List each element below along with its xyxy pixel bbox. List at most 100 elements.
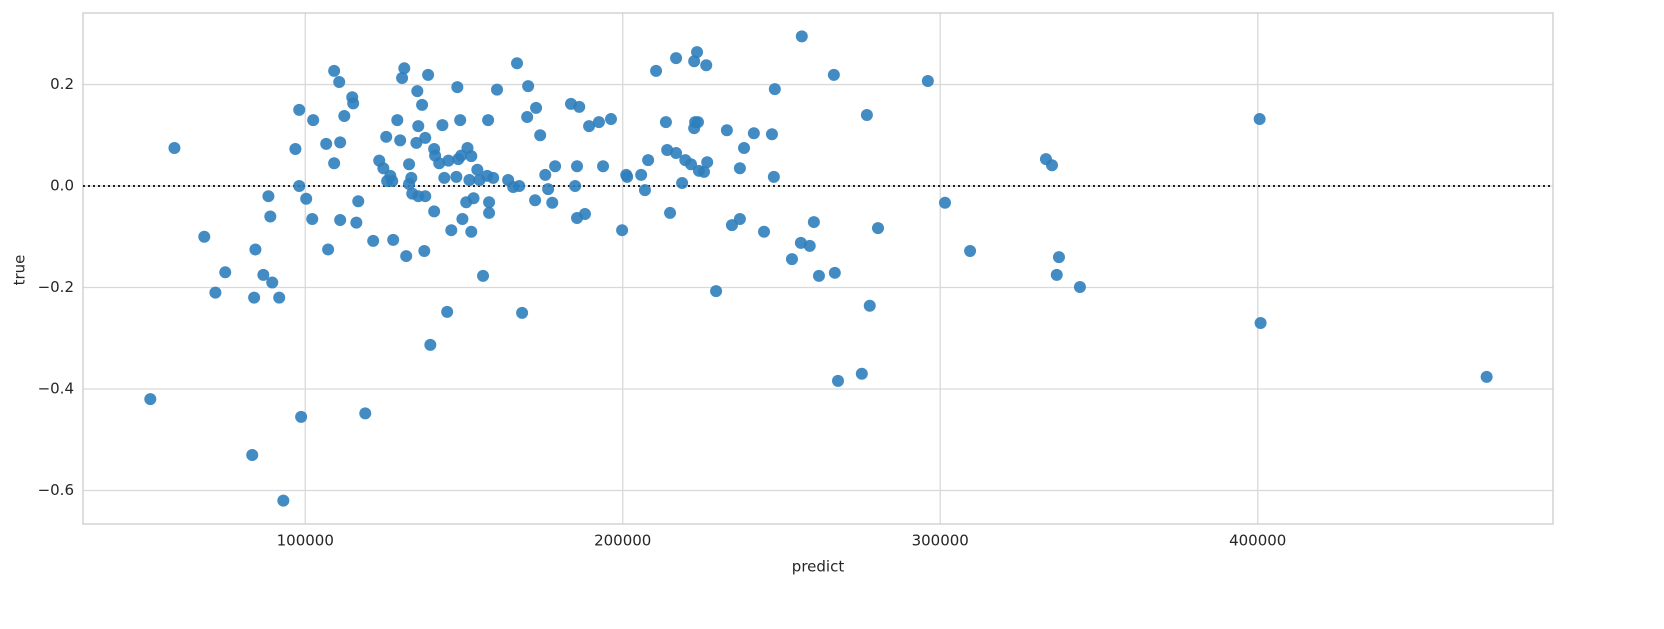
point	[144, 393, 157, 406]
point	[450, 170, 463, 183]
point	[513, 180, 526, 193]
point	[747, 127, 760, 140]
point	[463, 173, 476, 186]
point	[320, 137, 333, 150]
point	[938, 196, 951, 209]
point	[394, 134, 407, 147]
point	[306, 213, 319, 226]
point	[635, 168, 648, 181]
point	[403, 158, 416, 171]
point	[785, 253, 798, 266]
point	[483, 206, 496, 219]
point	[400, 250, 413, 263]
point	[573, 100, 586, 113]
point	[733, 162, 746, 175]
point	[807, 216, 820, 229]
point	[168, 141, 181, 154]
point	[676, 176, 689, 189]
y-tick-label: −0.4	[38, 380, 74, 398]
point	[720, 124, 733, 137]
point	[465, 225, 478, 238]
point	[248, 291, 261, 304]
point	[812, 269, 825, 282]
x-axis-label: predict	[792, 558, 845, 576]
point	[638, 184, 651, 197]
point	[487, 171, 500, 184]
point	[828, 266, 841, 279]
y-tick-label: −0.2	[38, 278, 74, 296]
point	[442, 154, 455, 167]
point	[768, 83, 781, 96]
point	[289, 142, 302, 155]
point	[471, 163, 484, 176]
point	[650, 64, 663, 77]
point	[659, 116, 672, 129]
point	[483, 196, 496, 209]
point	[454, 114, 467, 127]
point	[529, 194, 542, 207]
point	[872, 222, 885, 235]
point	[412, 120, 425, 133]
point	[1254, 317, 1267, 330]
point	[1045, 159, 1058, 172]
point	[592, 116, 605, 129]
point	[1480, 370, 1493, 383]
x-tick-label: 400000	[1229, 532, 1286, 550]
point	[433, 157, 446, 170]
point	[863, 299, 876, 312]
point	[539, 168, 552, 181]
x-tick-label: 200000	[594, 532, 651, 550]
point	[456, 213, 469, 226]
point	[546, 196, 559, 209]
y-tick-label: −0.6	[38, 481, 74, 499]
point	[795, 30, 808, 43]
point	[855, 367, 868, 380]
point	[334, 214, 347, 227]
point	[604, 113, 617, 126]
point	[738, 141, 751, 154]
point	[578, 207, 591, 220]
point	[765, 128, 778, 141]
point	[334, 136, 347, 149]
point	[380, 130, 393, 143]
point	[691, 46, 704, 59]
point	[767, 170, 780, 183]
point	[664, 206, 677, 219]
x-tick-label: 100000	[277, 532, 334, 550]
point	[832, 374, 845, 387]
point	[293, 180, 306, 193]
point	[419, 131, 432, 144]
point	[467, 192, 480, 205]
point	[322, 243, 335, 256]
point	[733, 213, 746, 226]
point	[521, 111, 534, 124]
point	[534, 129, 547, 142]
point	[441, 305, 454, 318]
point	[438, 171, 451, 184]
point	[698, 165, 711, 178]
point	[803, 239, 816, 252]
point	[465, 150, 478, 163]
point	[710, 285, 723, 298]
point	[333, 76, 346, 89]
point	[516, 306, 529, 319]
point	[921, 74, 934, 87]
point	[522, 80, 535, 93]
point	[424, 338, 437, 351]
point	[428, 205, 441, 218]
point	[249, 243, 262, 256]
point	[295, 410, 308, 423]
point	[387, 233, 400, 246]
point	[391, 114, 404, 127]
point	[1073, 281, 1086, 294]
point	[386, 174, 399, 187]
point	[542, 183, 555, 196]
point	[266, 276, 279, 289]
point	[416, 98, 429, 111]
point	[350, 216, 363, 229]
point	[273, 291, 286, 304]
point	[347, 97, 360, 110]
point	[257, 268, 270, 281]
point	[198, 230, 211, 243]
